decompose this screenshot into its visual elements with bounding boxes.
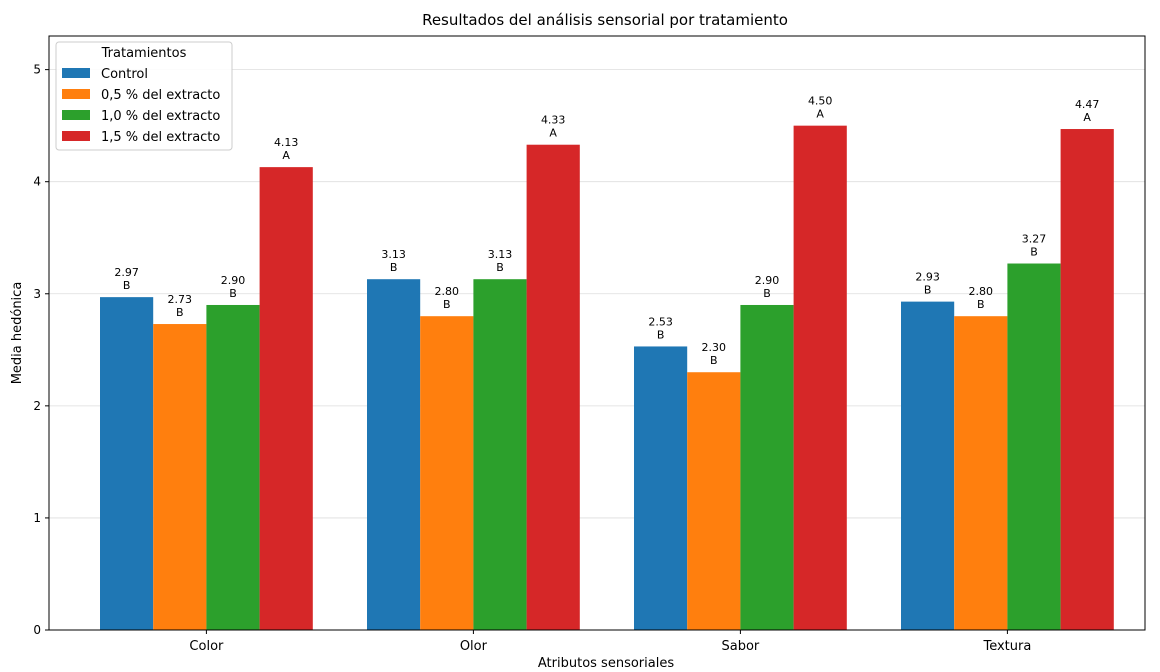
bar-value-label: 2.80: [435, 285, 460, 298]
x-tick-label: Color: [189, 639, 224, 654]
bar-group-label: B: [977, 298, 985, 311]
y-axis-ticks: 0 1 2 3 4 5: [33, 63, 49, 637]
bar: [206, 304, 260, 630]
plot-frame: [48, 35, 1146, 631]
bar: [687, 372, 741, 630]
legend-title: Tratamientos: [101, 46, 187, 61]
bar-group-label: A: [816, 108, 824, 121]
x-axis-label: Atributos sensoriales: [538, 656, 674, 671]
bar-value-label: 3.13: [488, 248, 513, 261]
x-axis-ticks: Color Olor Sabor Textura: [189, 630, 1031, 654]
bar-group-label: A: [1083, 111, 1091, 124]
legend: Tratamientos Control 0,5 % del extracto 1,…: [55, 41, 233, 151]
legend-swatch: [62, 68, 90, 78]
bar-group-label: B: [176, 306, 184, 319]
bar: [526, 144, 580, 631]
bar: [420, 316, 474, 630]
bar-value-label: 3.27: [1022, 233, 1047, 246]
bar-group-label: B: [390, 261, 398, 274]
legend-item-label: 1,5 % del extracto: [101, 130, 220, 145]
bar-value-label: 4.13: [274, 136, 299, 149]
legend-item-label: 1,0 % del extracto: [101, 109, 220, 124]
bar: [153, 324, 207, 630]
bar-value-label: 3.13: [381, 248, 406, 261]
x-tick-label: Textura: [982, 639, 1031, 654]
bar: [100, 297, 154, 630]
bar-value-label: 2.30: [702, 341, 727, 354]
bar-group-label: B: [123, 279, 131, 292]
legend-swatch: [62, 89, 90, 99]
bar-value-label: 2.90: [755, 274, 780, 287]
bar: [634, 346, 688, 630]
y-tick-label: 0: [33, 623, 41, 637]
bar-value-label: 2.90: [221, 274, 246, 287]
y-tick-label: 3: [33, 287, 41, 301]
bar-group-label: B: [763, 287, 771, 300]
bar: [793, 125, 847, 631]
bar-value-label: 2.73: [168, 293, 193, 306]
bar-value-label: 4.33: [541, 114, 566, 127]
y-axis-label: Media hedónica: [10, 282, 25, 385]
bar: [259, 167, 313, 630]
bar-group-label: A: [282, 149, 290, 162]
bar-value-label: 2.93: [915, 271, 940, 284]
bar: [473, 279, 527, 630]
bar-group-label: B: [229, 287, 237, 300]
bar-group-label: B: [496, 261, 504, 274]
bar-group-label: B: [924, 284, 932, 297]
legend-item-label: Control: [101, 67, 148, 82]
bar: [740, 304, 794, 630]
bar-group-label: B: [657, 328, 665, 341]
bar-value-label: 2.80: [969, 285, 994, 298]
x-tick-label: Olor: [460, 639, 488, 654]
legend-box: [55, 41, 233, 151]
legend-swatch: [62, 110, 90, 120]
bar-group-label: A: [549, 127, 557, 140]
y-tick-label: 5: [33, 63, 41, 77]
x-tick-label: Sabor: [722, 639, 760, 654]
bar-value-label: 2.97: [114, 266, 139, 279]
y-tick-label: 1: [33, 511, 41, 525]
bar-group-label: B: [443, 298, 451, 311]
bar: [901, 301, 955, 630]
bar-value-label: 2.53: [648, 315, 673, 328]
bar-value-label: 4.50: [808, 95, 833, 108]
bar: [1007, 263, 1061, 630]
bar-group-label: B: [710, 354, 718, 367]
bar: [1060, 129, 1114, 630]
chart-title: Resultados del análisis sensorial por tr…: [422, 11, 788, 29]
bar-value-label: 4.47: [1075, 98, 1100, 111]
bar: [954, 316, 1008, 630]
data-labels: 2.97B3.13B2.53B2.93B2.73B2.80B2.30B2.80B…: [114, 95, 1099, 368]
y-tick-label: 2: [33, 399, 41, 413]
legend-item-label: 0,5 % del extracto: [101, 88, 220, 103]
bars: [100, 125, 1114, 631]
legend-swatch: [62, 131, 90, 141]
bar: [367, 279, 421, 630]
bar-group-label: B: [1030, 246, 1038, 259]
y-tick-label: 4: [33, 175, 41, 189]
